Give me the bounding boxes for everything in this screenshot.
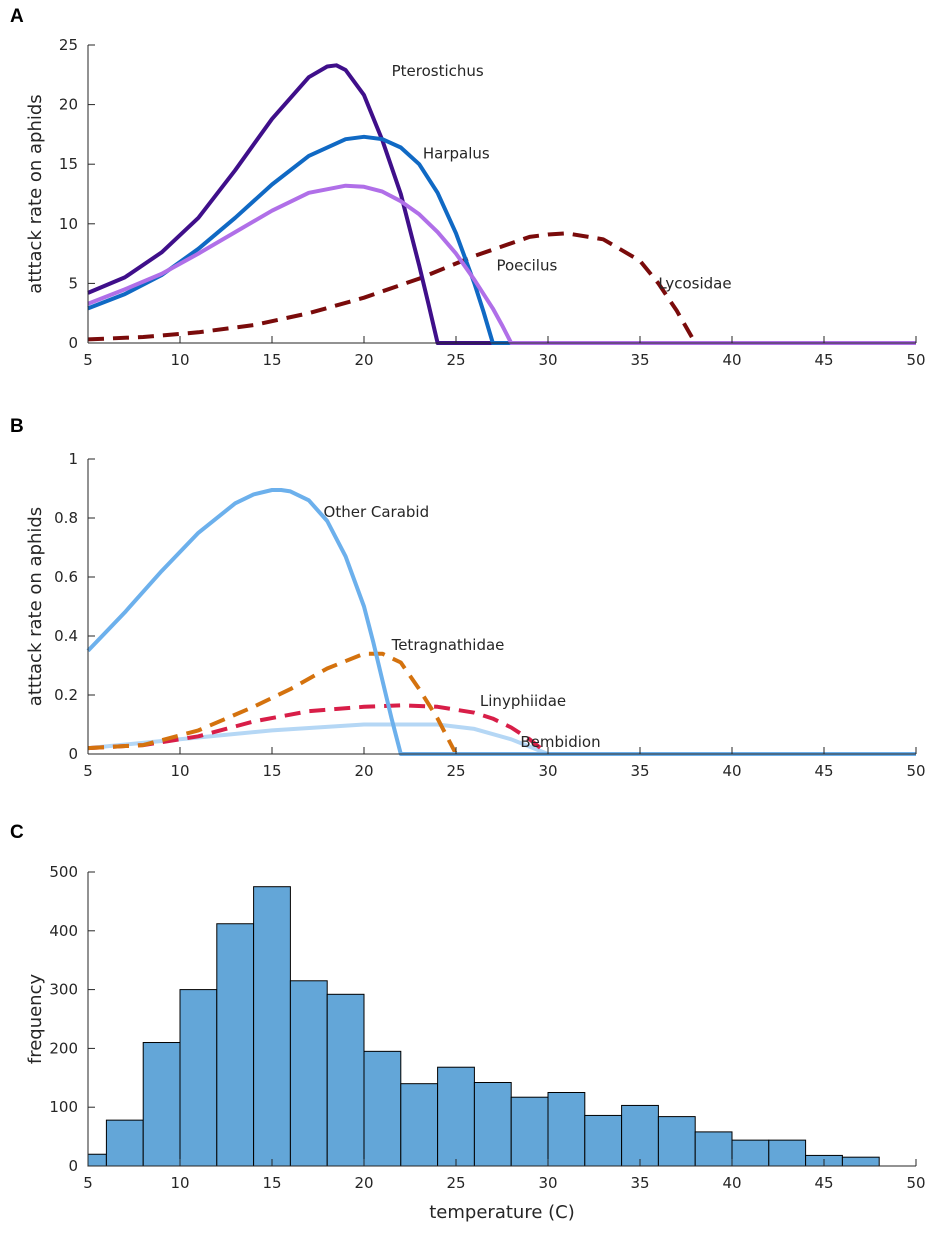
- histogram-bar: [363, 1050, 402, 1167]
- histogram-bar: [142, 1042, 181, 1167]
- x-axis-label: temperature (C): [429, 1202, 574, 1223]
- x-tick-label: 10: [170, 762, 189, 780]
- x-tick-label: 40: [722, 1174, 741, 1192]
- y-tick-label: 400: [49, 922, 78, 940]
- histogram-bar: [400, 1083, 439, 1167]
- histogram-bar: [621, 1104, 659, 1167]
- x-tick-label: 5: [83, 762, 93, 780]
- x-tick-label: 40: [722, 762, 741, 780]
- series-line-tetragnathidae: [87, 651, 916, 756]
- panel-B: B Other Carabid Tetragnathidae Linyphiidae B…: [10, 416, 926, 780]
- histogram-bar: [105, 1119, 144, 1167]
- x-tick-label: 30: [538, 1174, 557, 1192]
- x-tick-label: 20: [354, 351, 373, 369]
- x-tick-label: 50: [906, 351, 925, 369]
- x-tick-label: 50: [906, 762, 925, 780]
- panel-letter: C: [10, 822, 24, 843]
- histogram-bar: [289, 980, 328, 1167]
- series-label: Pterostichus: [392, 62, 484, 80]
- panel-letter: A: [10, 6, 24, 27]
- x-tick-label: 30: [538, 351, 557, 369]
- x-tick-label: 45: [814, 762, 833, 780]
- x-tick-label: 15: [262, 1174, 281, 1192]
- histogram-bar: [87, 1153, 107, 1167]
- plot-area: [87, 63, 916, 345]
- series-line-harpalus: [87, 134, 916, 345]
- series-label: Lycosidae: [658, 274, 731, 292]
- histogram-bar: [584, 1114, 623, 1167]
- y-tick-label: 0.4: [54, 627, 78, 645]
- histogram-bar: [253, 886, 291, 1167]
- panel-A: A Pterostichus Harpalus Poecilus Lycosidae 5 1…: [10, 6, 926, 369]
- x-tick-label: 40: [722, 351, 741, 369]
- x-tick-label: 25: [446, 1174, 465, 1192]
- series-label: Other Carabid: [324, 503, 430, 521]
- x-tick-label: 45: [814, 1174, 833, 1192]
- y-tick-label: 5: [68, 274, 78, 292]
- series-line-pterostichus: [87, 63, 916, 345]
- y-axis-label: atttack rate on aphids: [25, 94, 46, 293]
- histogram-bar: [657, 1116, 696, 1167]
- histogram-bar: [731, 1139, 770, 1167]
- histogram-bar: [326, 993, 365, 1167]
- series-label: Harpalus: [423, 144, 490, 162]
- histogram-bar: [694, 1131, 733, 1167]
- x-tick-label: 35: [630, 762, 649, 780]
- series-line-lycosidae: [87, 231, 916, 345]
- x-tick-label: 25: [446, 351, 465, 369]
- y-tick-label: 20: [59, 96, 78, 114]
- y-axis-label: frequency: [25, 974, 46, 1065]
- y-tick-label: 0: [68, 334, 78, 352]
- x-tick-label: 10: [170, 351, 189, 369]
- x-tick-label: 5: [83, 351, 93, 369]
- x-tick-label: 15: [262, 762, 281, 780]
- series-label: Tetragnathidae: [391, 636, 505, 654]
- panel-C: C5 10 15 20 25 30 35 40 45 500100200300400500freq…: [10, 822, 926, 1223]
- x-tick-label: 20: [354, 762, 373, 780]
- y-tick-label: 0.8: [54, 509, 78, 527]
- y-tick-label: 1: [68, 450, 78, 468]
- x-tick-label: 25: [446, 762, 465, 780]
- x-tick-label: 20: [354, 1174, 373, 1192]
- panel-letter: B: [10, 416, 24, 437]
- y-tick-label: 10: [59, 215, 78, 233]
- y-tick-label: 500: [49, 863, 78, 881]
- y-tick-label: 100: [49, 1098, 78, 1116]
- x-tick-label: 35: [630, 351, 649, 369]
- x-tick-label: 35: [630, 1174, 649, 1192]
- series-line-other-carabid: [86, 488, 916, 756]
- x-tick-label: 30: [538, 762, 557, 780]
- y-tick-label: 0.6: [54, 568, 78, 586]
- series-label: Poecilus: [496, 257, 557, 275]
- histogram-bar: [547, 1092, 586, 1167]
- series-label: Linyphiidae: [480, 692, 566, 710]
- y-tick-label: 0: [68, 745, 78, 763]
- x-tick-label: 10: [170, 1174, 189, 1192]
- plot-area: [86, 488, 916, 756]
- histogram-bar: [216, 923, 255, 1167]
- histogram-bar: [510, 1096, 549, 1167]
- x-tick-label: 5: [83, 1174, 93, 1192]
- histogram-bar: [437, 1066, 475, 1167]
- series-line-poecilus: [87, 183, 916, 345]
- histogram-bar: [768, 1139, 807, 1167]
- series-label: Bembidion: [520, 733, 600, 751]
- histogram-bar: [841, 1156, 880, 1167]
- y-tick-label: 15: [59, 155, 78, 173]
- x-tick-label: 50: [906, 1174, 925, 1192]
- y-axis-label: atttack rate on aphids: [25, 507, 46, 706]
- y-tick-label: 200: [49, 1039, 78, 1057]
- y-tick-label: 0: [68, 1157, 78, 1175]
- y-tick-label: 0.2: [54, 686, 78, 704]
- plot-area: [87, 886, 880, 1167]
- series-line-linyphiidae: [87, 703, 916, 756]
- y-tick-label: 300: [49, 981, 78, 999]
- x-tick-label: 15: [262, 351, 281, 369]
- series-line-bembidion: [87, 722, 916, 756]
- y-tick-label: 25: [59, 36, 78, 54]
- histogram-bar: [473, 1082, 512, 1167]
- histogram-bar: [179, 989, 218, 1167]
- x-tick-label: 45: [814, 351, 833, 369]
